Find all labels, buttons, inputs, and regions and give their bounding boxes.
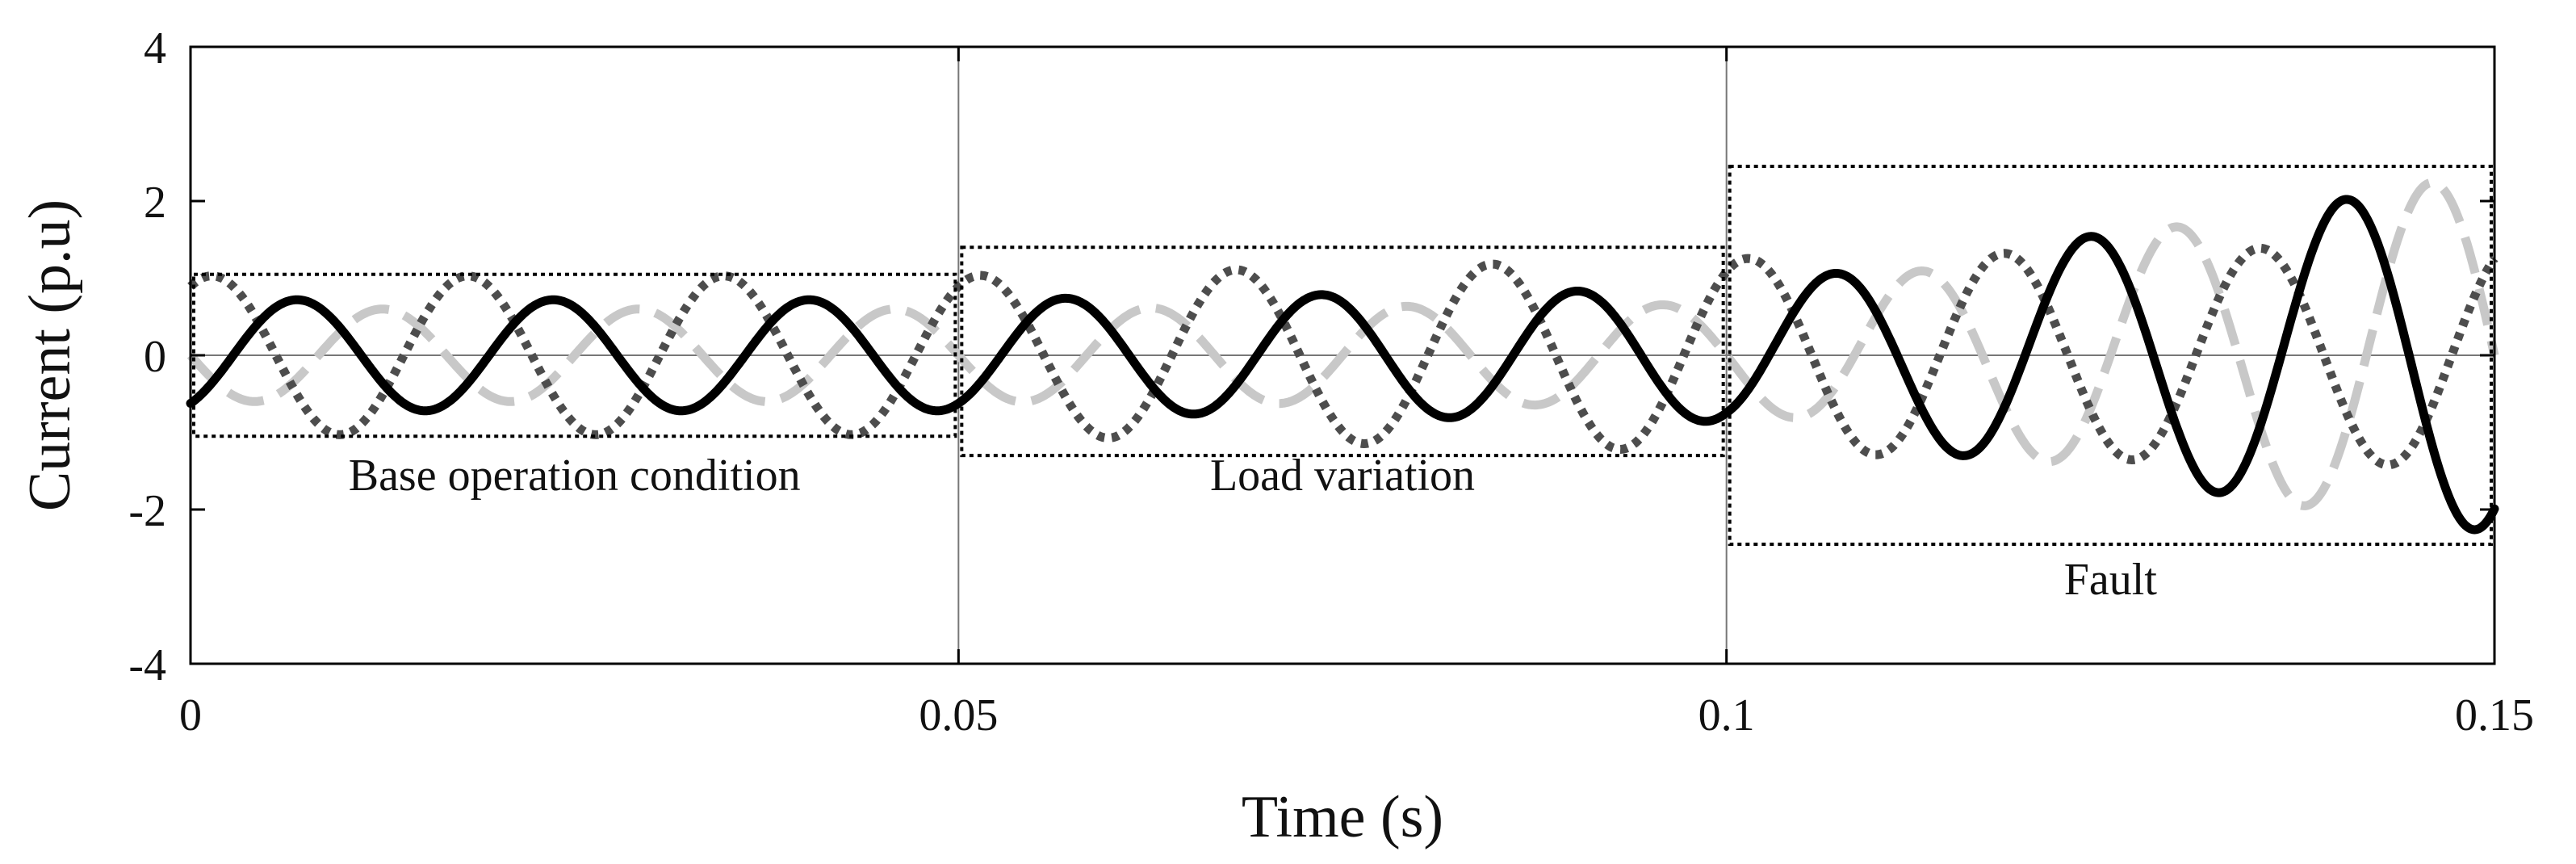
series-line-phase-b: [187, 243, 2499, 470]
x-tick-label-2: 0.1: [1698, 690, 1755, 740]
plot-area: Base operation condition Load variation Fa…: [17, 23, 2534, 850]
y-tick-label-1: -2: [128, 486, 166, 536]
y-tick-label-2: 0: [144, 332, 166, 382]
y-tick-label-4: 4: [144, 23, 166, 73]
region-label-2: Load variation: [1210, 451, 1475, 501]
region-label-3: Fault: [2064, 555, 2158, 605]
x-tick-label-1: 0.05: [919, 690, 998, 740]
region-box-3: [1728, 165, 2494, 546]
region-label-1: Base operation condition: [349, 451, 801, 501]
y-axis-label: Current (p.u): [17, 199, 83, 511]
y-tick-label-3: 2: [144, 178, 166, 228]
region-box-2: [960, 245, 1725, 458]
y-tick-label-0: -4: [128, 640, 166, 690]
region-box-1: [192, 272, 957, 438]
series-line-phase-a: [186, 195, 2499, 535]
series-line-phase-c: [186, 178, 2499, 510]
x-tick-label-0: 0: [179, 690, 202, 740]
x-tick-label-3: 0.15: [2455, 690, 2534, 740]
x-axis-label: Time (s): [1242, 784, 1443, 850]
